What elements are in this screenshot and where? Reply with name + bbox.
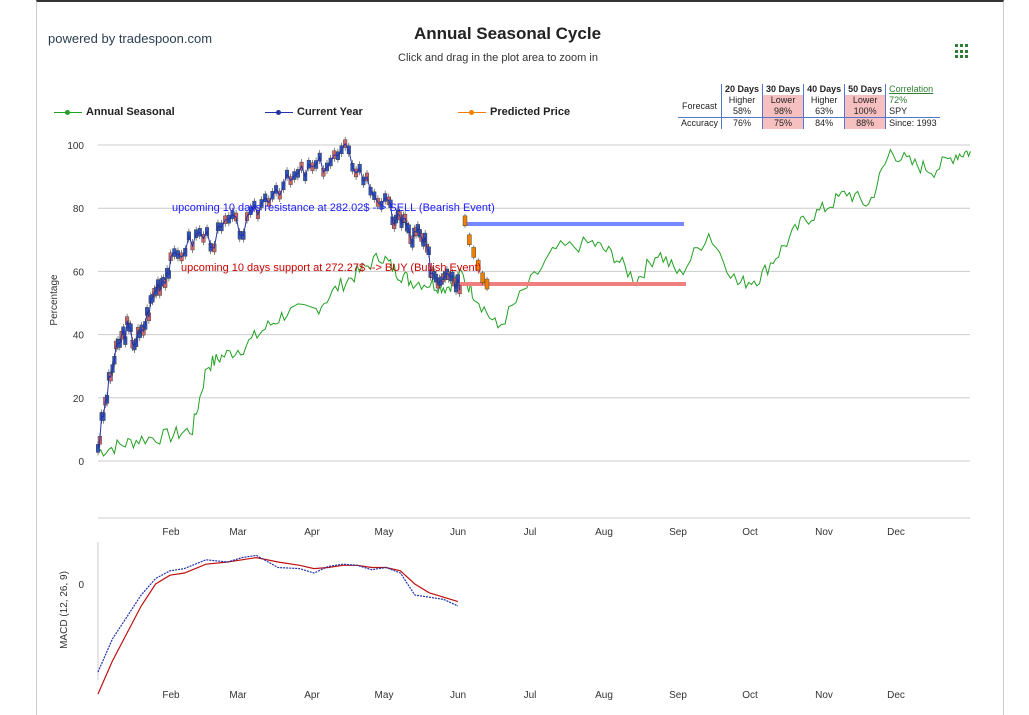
x-tick-label: May xyxy=(375,527,394,538)
resistance-annotation: upcoming 10 days resistance at 282.02$ -… xyxy=(172,202,495,214)
forecast-pct-30: 98% xyxy=(762,106,804,118)
correlation-value: 72% xyxy=(885,95,940,106)
macd-x-tick-label: Sep xyxy=(669,690,687,701)
legend-item-annual-seasonal[interactable]: Annual Seasonal xyxy=(54,106,175,118)
forecast-dir-50: Lower xyxy=(844,95,886,106)
forecast-dir-20: Higher xyxy=(721,95,763,106)
header-30-days: 30 Days xyxy=(762,84,804,95)
grid-menu-icon[interactable] xyxy=(955,44,970,59)
macd-x-tick-label: Oct xyxy=(742,690,758,701)
y-tick-label: 0 xyxy=(78,457,84,468)
x-tick-label: Dec xyxy=(887,527,905,538)
macd-axis-label: MACD (12, 26, 9) xyxy=(59,571,70,649)
x-tick-label: Aug xyxy=(595,527,613,538)
chart-frame xyxy=(36,0,1004,715)
accuracy-label: Accuracy xyxy=(678,117,722,129)
brand-link[interactable]: powered by tradespoon.com xyxy=(48,31,213,46)
x-tick-label: Jun xyxy=(450,527,466,538)
predicted-candle xyxy=(467,234,472,246)
header-20-days: 20 Days xyxy=(721,84,763,95)
accuracy-50: 88% xyxy=(844,117,886,129)
support-annotation: upcoming 10 days support at 272.27$ --> … xyxy=(181,262,481,274)
header-50-days: 50 Days xyxy=(844,84,886,95)
predicted-candle xyxy=(476,259,481,271)
x-tick-label: Oct xyxy=(742,527,758,538)
candle-body xyxy=(95,444,100,453)
predicted-candle xyxy=(471,247,476,258)
x-tick-label: Jul xyxy=(524,527,537,538)
y-tick-label: 60 xyxy=(73,267,85,278)
x-tick-label: Apr xyxy=(304,527,320,538)
series-annual-seasonal xyxy=(97,148,971,457)
legend-item-current-year[interactable]: Current Year xyxy=(265,106,363,118)
x-tick-label: Feb xyxy=(162,527,180,538)
macd-x-tick-label: Feb xyxy=(162,690,180,701)
legend-label: Predicted Price xyxy=(490,106,571,118)
forecast-label: Forecast xyxy=(682,100,718,111)
y-tick-label: 20 xyxy=(73,394,85,405)
ticker: SPY xyxy=(885,106,940,118)
legend-label: Annual Seasonal xyxy=(86,106,175,118)
macd-x-tick-label: May xyxy=(375,690,394,701)
series-current-year xyxy=(97,142,461,449)
legend-line-icon xyxy=(458,109,486,115)
predicted-candle xyxy=(462,215,468,227)
y-axis-label: Percentage xyxy=(49,274,60,326)
macd-x-tick-label: Aug xyxy=(595,690,613,701)
legend-label: Current Year xyxy=(297,106,363,118)
legend-line-icon xyxy=(265,109,293,115)
chart-title: Annual Seasonal Cycle xyxy=(0,24,1029,44)
since-label: Since: 1993 xyxy=(885,117,940,129)
header-40-days: 40 Days xyxy=(803,84,845,95)
chart-title-text: Annual Seasonal Cycle xyxy=(413,24,602,43)
macd-y-tick-label: 0 xyxy=(78,580,84,591)
legend-line-icon xyxy=(54,109,82,115)
predicted-candle xyxy=(480,272,485,283)
predicted-candle xyxy=(484,278,490,290)
macd-x-tick-label: Jul xyxy=(524,690,537,701)
y-tick-label: 80 xyxy=(73,204,85,215)
accuracy-30: 75% xyxy=(762,117,804,129)
correlation-label: Correlation xyxy=(889,84,934,94)
macd-x-tick-label: Nov xyxy=(815,690,833,701)
series-macd xyxy=(97,554,459,673)
forecast-dir-40: Higher xyxy=(803,95,845,106)
forecast-table: 20 Days 30 Days 40 Days 50 Days Correlat… xyxy=(678,84,940,129)
legend-item-predicted-price[interactable]: Predicted Price xyxy=(458,106,570,118)
forecast-pct-50: 100% xyxy=(844,106,886,118)
macd-x-tick-label: Jun xyxy=(450,690,466,701)
chart-subtitle: Click and drag in the plot area to zoom … xyxy=(398,52,598,64)
y-tick-label: 100 xyxy=(67,141,84,152)
series-macd-signal xyxy=(97,556,459,695)
y-tick-label: 40 xyxy=(73,331,85,342)
correlation-link[interactable]: Correlation xyxy=(885,84,940,95)
forecast-pct-20: 58% xyxy=(721,106,763,118)
macd-x-tick-label: Mar xyxy=(229,690,247,701)
x-tick-label: Nov xyxy=(815,527,833,538)
accuracy-40: 84% xyxy=(803,117,845,129)
x-tick-label: Mar xyxy=(229,527,247,538)
macd-x-tick-label: Dec xyxy=(887,690,905,701)
accuracy-20: 76% xyxy=(721,117,763,129)
x-tick-label: Sep xyxy=(669,527,687,538)
forecast-dir-30: Lower xyxy=(762,95,804,106)
macd-x-tick-label: Apr xyxy=(304,690,320,701)
forecast-pct-40: 63% xyxy=(803,106,845,118)
